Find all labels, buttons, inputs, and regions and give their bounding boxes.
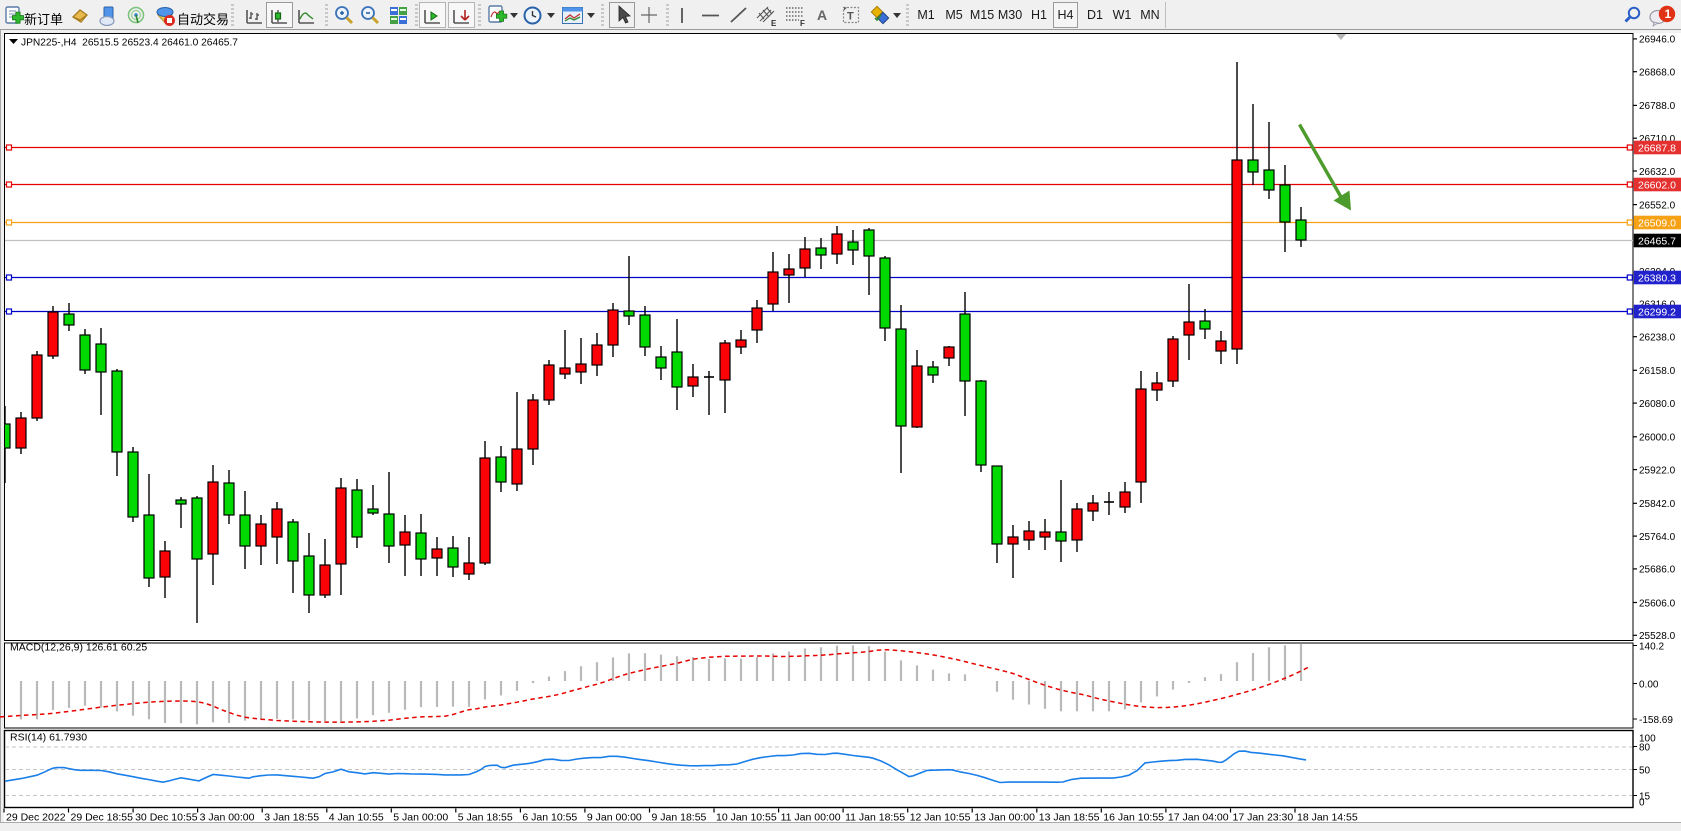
svg-text:15: 15 [1639,791,1651,802]
svg-text:26710.0: 26710.0 [1639,134,1676,145]
svg-text:11 Jan 18:55: 11 Jan 18:55 [845,812,905,824]
svg-text:13 Jan 00:00: 13 Jan 00:00 [974,812,1035,824]
svg-text:26687.8: 26687.8 [1638,142,1676,154]
svg-text:18 Jan 14:55: 18 Jan 14:55 [1297,812,1358,824]
svg-text:11 Jan 00:00: 11 Jan 00:00 [781,812,841,824]
svg-text:26946.0: 26946.0 [1639,35,1676,46]
svg-text:26465.7: 26465.7 [1638,235,1676,247]
svg-text:3 Jan 18:55: 3 Jan 18:55 [264,812,319,824]
svg-text:26602.0: 26602.0 [1638,179,1676,191]
svg-text:F: F [800,19,805,27]
svg-text:26380.3: 26380.3 [1638,272,1676,284]
svg-text:25528.0: 25528.0 [1639,631,1676,642]
svg-text:25606.0: 25606.0 [1639,598,1676,609]
svg-text:MACD(12,26,9) 126.61 60.25: MACD(12,26,9) 126.61 60.25 [10,642,147,654]
svg-text:50: 50 [1639,765,1651,776]
svg-text:26238.0: 26238.0 [1639,333,1676,344]
svg-text:6 Jan 10:55: 6 Jan 10:55 [522,812,577,824]
svg-text:100: 100 [1639,733,1656,744]
svg-text:26868.0: 26868.0 [1639,68,1676,79]
svg-text:13 Jan 18:55: 13 Jan 18:55 [1039,812,1100,824]
svg-text:140.2: 140.2 [1639,641,1664,652]
svg-text:25922.0: 25922.0 [1639,465,1676,476]
svg-text:0.00: 0.00 [1639,679,1659,690]
svg-text:T: T [847,11,854,23]
svg-text:10 Jan 10:55: 10 Jan 10:55 [716,812,777,824]
svg-text:26080.0: 26080.0 [1639,399,1676,410]
svg-text:30 Dec 10:55: 30 Dec 10:55 [135,812,198,824]
svg-text:9 Jan 00:00: 9 Jan 00:00 [587,812,642,824]
svg-text:25842.0: 25842.0 [1639,499,1676,510]
svg-text:17 Jan 23:30: 17 Jan 23:30 [1233,812,1294,824]
svg-text:16 Jan 10:55: 16 Jan 10:55 [1103,812,1164,824]
svg-text:-158.69: -158.69 [1639,715,1673,726]
svg-text:5 Jan 00:00: 5 Jan 00:00 [393,812,448,824]
svg-text:JPN225-,H4 26515.5 26523.4 26: JPN225-,H4 26515.5 26523.4 26461.0 26465… [21,38,238,49]
svg-text:26158.0: 26158.0 [1639,366,1676,377]
svg-text:0: 0 [1639,798,1645,809]
svg-text:25686.0: 25686.0 [1639,565,1676,576]
svg-text:E: E [771,19,777,27]
svg-text:3 Jan 00:00: 3 Jan 00:00 [200,812,255,824]
svg-text:5 Jan 18:55: 5 Jan 18:55 [458,812,513,824]
svg-text:12 Jan 10:55: 12 Jan 10:55 [910,812,971,824]
svg-text:29 Dec 2022: 29 Dec 2022 [6,812,66,824]
svg-text:26788.0: 26788.0 [1639,101,1676,112]
svg-text:17 Jan 04:00: 17 Jan 04:00 [1168,812,1229,824]
svg-text:26509.0: 26509.0 [1638,217,1676,229]
svg-text:80: 80 [1639,742,1651,753]
svg-text:26632.0: 26632.0 [1639,167,1676,178]
svg-text:RSI(14) 61.7930: RSI(14) 61.7930 [10,732,87,744]
svg-text:25764.0: 25764.0 [1639,532,1676,543]
svg-text:26000.0: 26000.0 [1639,433,1676,444]
svg-text:26552.0: 26552.0 [1639,200,1676,211]
svg-text:29 Dec 18:55: 29 Dec 18:55 [71,812,134,824]
svg-text:1: 1 [1665,7,1672,21]
svg-text:9 Jan 18:55: 9 Jan 18:55 [652,812,707,824]
svg-text:26299.2: 26299.2 [1638,306,1676,318]
svg-text:4 Jan 10:55: 4 Jan 10:55 [329,812,384,824]
